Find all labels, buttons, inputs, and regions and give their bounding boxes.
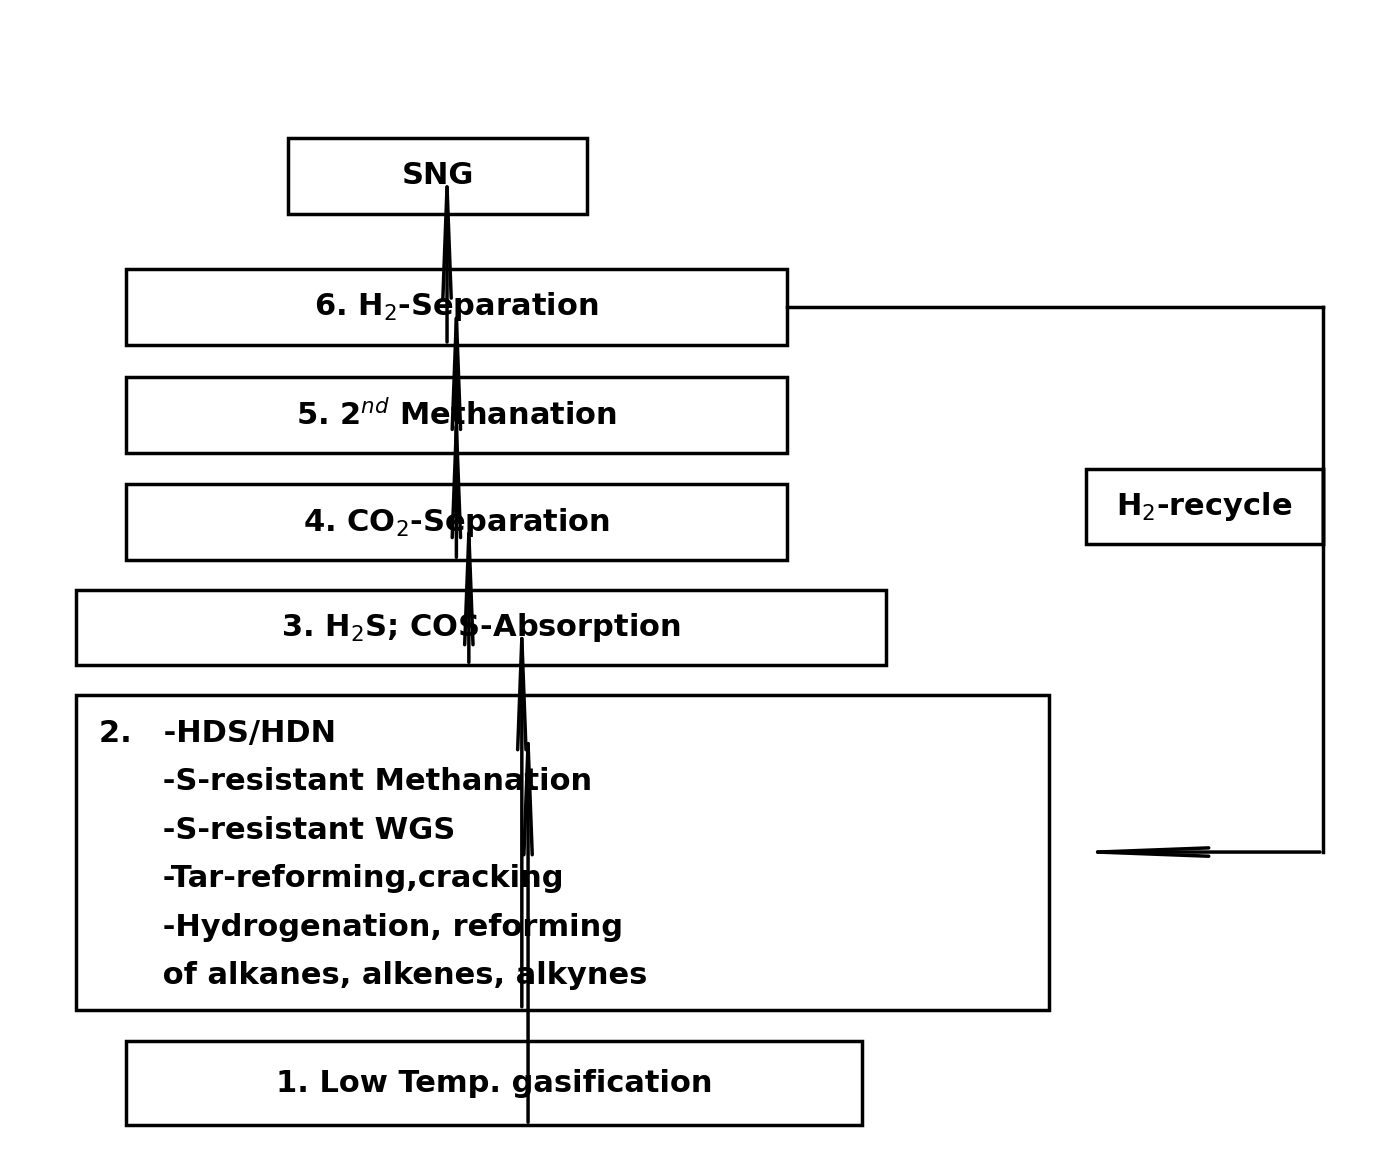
Text: -Hydrogenation, reforming: -Hydrogenation, reforming [99,913,622,941]
Bar [76,695,1048,1010]
Bar [76,589,886,665]
Text: 1. Low Temp. gasification: 1. Low Temp. gasification [276,1069,712,1098]
Text: H$_2$-recycle: H$_2$-recycle [1116,490,1293,523]
Text: 3. H$_2$S; COS-Absorption: 3. H$_2$S; COS-Absorption [282,610,682,644]
Bar [126,378,787,453]
Text: -S-resistant Methanation: -S-resistant Methanation [99,768,592,797]
Text: of alkanes, alkenes, alkynes: of alkanes, alkenes, alkynes [99,961,647,990]
Bar [126,484,787,560]
Bar [126,1041,861,1126]
Text: -S-resistant WGS: -S-resistant WGS [99,815,455,844]
Text: 6. H$_2$-Separation: 6. H$_2$-Separation [315,291,599,323]
Text: 4. CO$_2$-Separation: 4. CO$_2$-Separation [302,506,610,538]
Text: 5. 2$^{nd}$ Methanation: 5. 2$^{nd}$ Methanation [295,400,617,431]
Text: SNG: SNG [401,161,474,190]
Bar [1085,469,1323,544]
Text: 2.   -HDS/HDN: 2. -HDS/HDN [99,719,335,748]
Bar [289,138,587,213]
Bar [126,269,787,345]
Text: -Tar-reforming,cracking: -Tar-reforming,cracking [99,864,563,893]
